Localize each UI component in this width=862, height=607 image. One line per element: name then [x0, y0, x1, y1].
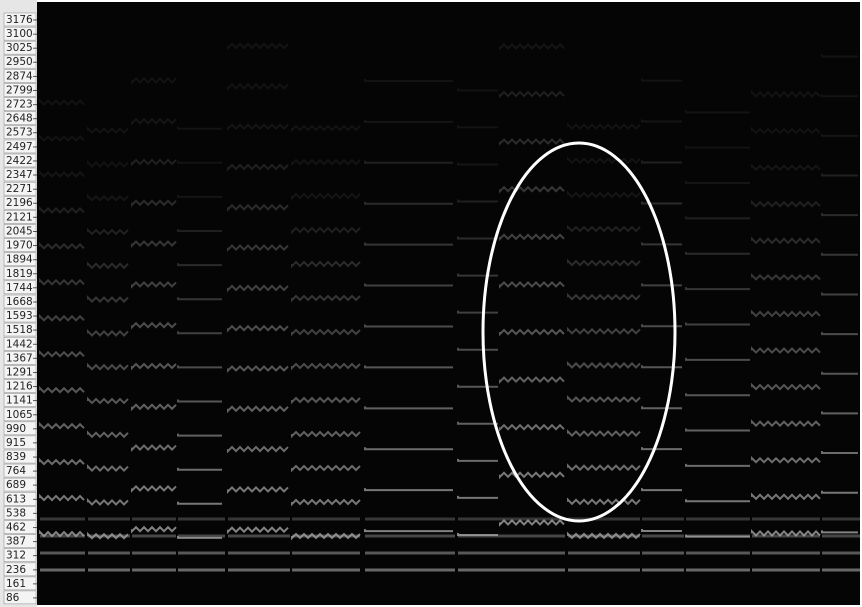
y-tick-label: 613	[6, 493, 26, 505]
y-tick-label: 538	[6, 507, 26, 519]
y-tick-label: 2121	[6, 211, 33, 223]
y-tick-label: 1065	[6, 409, 33, 421]
y-tick-label: 2196	[6, 197, 33, 209]
y-tick-label: 1216	[6, 381, 33, 393]
y-tick-label: 3176	[6, 14, 33, 26]
y-tick-label: 2799	[6, 84, 33, 96]
y-tick-label: 236	[6, 564, 26, 576]
y-tick-label: 2950	[6, 56, 33, 68]
y-tick-label: 839	[6, 451, 26, 463]
y-tick-label: 1593	[6, 310, 33, 322]
spectrogram-area	[37, 2, 860, 605]
y-tick-label: 312	[6, 550, 26, 562]
y-tick-label: 2045	[6, 225, 33, 237]
y-tick-label: 86	[6, 592, 20, 604]
y-tick-label: 1894	[6, 254, 33, 266]
y-tick-label: 689	[6, 479, 26, 491]
y-tick-label: 387	[6, 536, 26, 548]
chart: 3176 3100 3025 2950 2874 2799 2723 2648 2573 2497…	[0, 0, 862, 607]
y-tick-label: 2347	[6, 169, 33, 181]
y-tick-label: 2648	[6, 113, 33, 125]
y-tick-label: 2422	[6, 155, 33, 167]
y-tick-label: 1668	[6, 296, 33, 308]
y-tick-label: 1141	[6, 395, 33, 407]
y-tick-label: 764	[6, 465, 26, 477]
y-tick-label: 1518	[6, 324, 33, 336]
y-tick-label: 3100	[6, 28, 33, 40]
y-tick-label: 1819	[6, 268, 33, 280]
y-tick-label: 1291	[6, 367, 33, 379]
spectrogram-view: 3176 3100 3025 2950 2874 2799 2723 2648 2573 2497…	[0, 0, 862, 607]
y-tick-label: 462	[6, 522, 26, 534]
y-tick-label: 1367	[6, 352, 33, 364]
y-tick-label: 1442	[6, 338, 33, 350]
y-tick-label: 3025	[6, 42, 33, 54]
y-tick-label: 990	[6, 423, 26, 435]
y-tick-label: 161	[6, 578, 26, 590]
y-tick-label: 2874	[6, 70, 33, 82]
y-tick-label: 2573	[6, 127, 33, 139]
y-tick-label: 2497	[6, 141, 33, 153]
y-tick-label: 915	[6, 437, 26, 449]
y-tick-label: 2723	[6, 99, 33, 111]
y-tick-label: 1744	[6, 282, 33, 294]
y-tick-label: 2271	[6, 183, 33, 195]
y-tick-label: 1970	[6, 240, 33, 252]
